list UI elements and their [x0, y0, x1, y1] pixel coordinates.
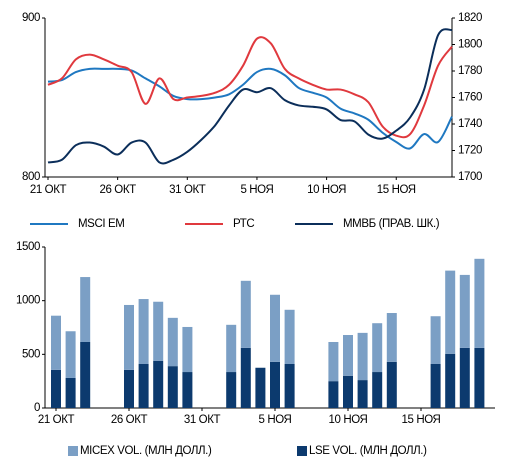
bar [51, 369, 61, 408]
bar [474, 347, 485, 408]
bar [182, 372, 193, 408]
y-tick-label: 900 [22, 12, 40, 24]
x-tick-label: 31 ОКТ [184, 414, 221, 426]
y-tick-label: 1000 [16, 295, 40, 307]
legend-label: LSE VOL. (МЛН ДОЛЛ.) [309, 445, 427, 457]
legend-label: ММВБ (ПРАВ. ШК.) [343, 218, 440, 230]
y2-tick-label: 1700 [458, 171, 482, 183]
bar [328, 341, 339, 382]
bar [459, 347, 470, 408]
bar [167, 317, 178, 367]
bar [80, 277, 91, 342]
bar [284, 363, 295, 408]
bar [124, 304, 134, 370]
bar [270, 294, 280, 362]
legend-swatch [68, 446, 78, 456]
bar [226, 372, 237, 408]
bar [138, 363, 149, 408]
bar [445, 270, 456, 354]
y2-tick-label: 1820 [458, 12, 482, 24]
y2-tick-label: 1740 [458, 118, 482, 130]
bar [182, 326, 193, 373]
x-tick-label: 15 НОЯ [402, 414, 441, 426]
x-tick-label: 26 ОКТ [100, 184, 137, 196]
bar [357, 332, 368, 381]
legend-label: MICEX VOL. (МЛН ДОЛЛ.) [80, 445, 212, 457]
line-series [47, 36, 453, 139]
bar [65, 377, 76, 408]
bar [167, 366, 178, 408]
bar [270, 361, 280, 408]
bar [357, 380, 368, 408]
bar [372, 372, 383, 408]
bar [328, 381, 339, 408]
bar [240, 280, 251, 348]
y-tick-label: 800 [22, 171, 40, 183]
x-tick-label: 21 ОКТ [38, 414, 75, 426]
bar [386, 313, 397, 362]
legend-label: РТС [233, 218, 254, 230]
bar [226, 324, 237, 373]
y-tick-label: 1500 [16, 241, 40, 253]
bar [153, 360, 164, 408]
bar [474, 258, 485, 348]
y-tick-label: 500 [22, 348, 40, 360]
legend-swatch [297, 446, 307, 456]
line-series [47, 28, 453, 165]
bar [284, 309, 295, 364]
x-tick-label: 10 НОЯ [329, 414, 368, 426]
bar [65, 331, 76, 378]
y2-tick-label: 1800 [458, 39, 482, 51]
x-tick-label: 31 ОКТ [169, 184, 206, 196]
bar [153, 301, 164, 361]
bar [80, 341, 91, 408]
bar [459, 274, 470, 348]
bar [343, 335, 353, 376]
bar [386, 361, 397, 408]
y2-tick-label: 1760 [458, 92, 482, 104]
bar [51, 315, 61, 370]
legend-label: MSCI EM [78, 218, 124, 230]
bar [138, 299, 149, 364]
bar [124, 369, 134, 408]
y-tick-label: 0 [34, 402, 40, 414]
x-tick-label: 21 ОКТ [30, 184, 67, 196]
x-tick-label: 15 НОЯ [377, 184, 416, 196]
bar [372, 323, 383, 373]
x-tick-label: 5 НОЯ [240, 184, 273, 196]
bar [343, 375, 353, 408]
bar [445, 353, 456, 408]
bar [240, 347, 251, 408]
line-series [47, 67, 453, 150]
x-tick-label: 26 ОКТ [111, 414, 148, 426]
bar [430, 316, 441, 364]
bar [255, 367, 266, 408]
x-tick-label: 5 НОЯ [259, 414, 292, 426]
bar [430, 363, 441, 408]
y2-tick-label: 1780 [458, 65, 482, 77]
y2-tick-label: 1720 [458, 145, 482, 157]
x-tick-label: 10 НОЯ [307, 184, 346, 196]
